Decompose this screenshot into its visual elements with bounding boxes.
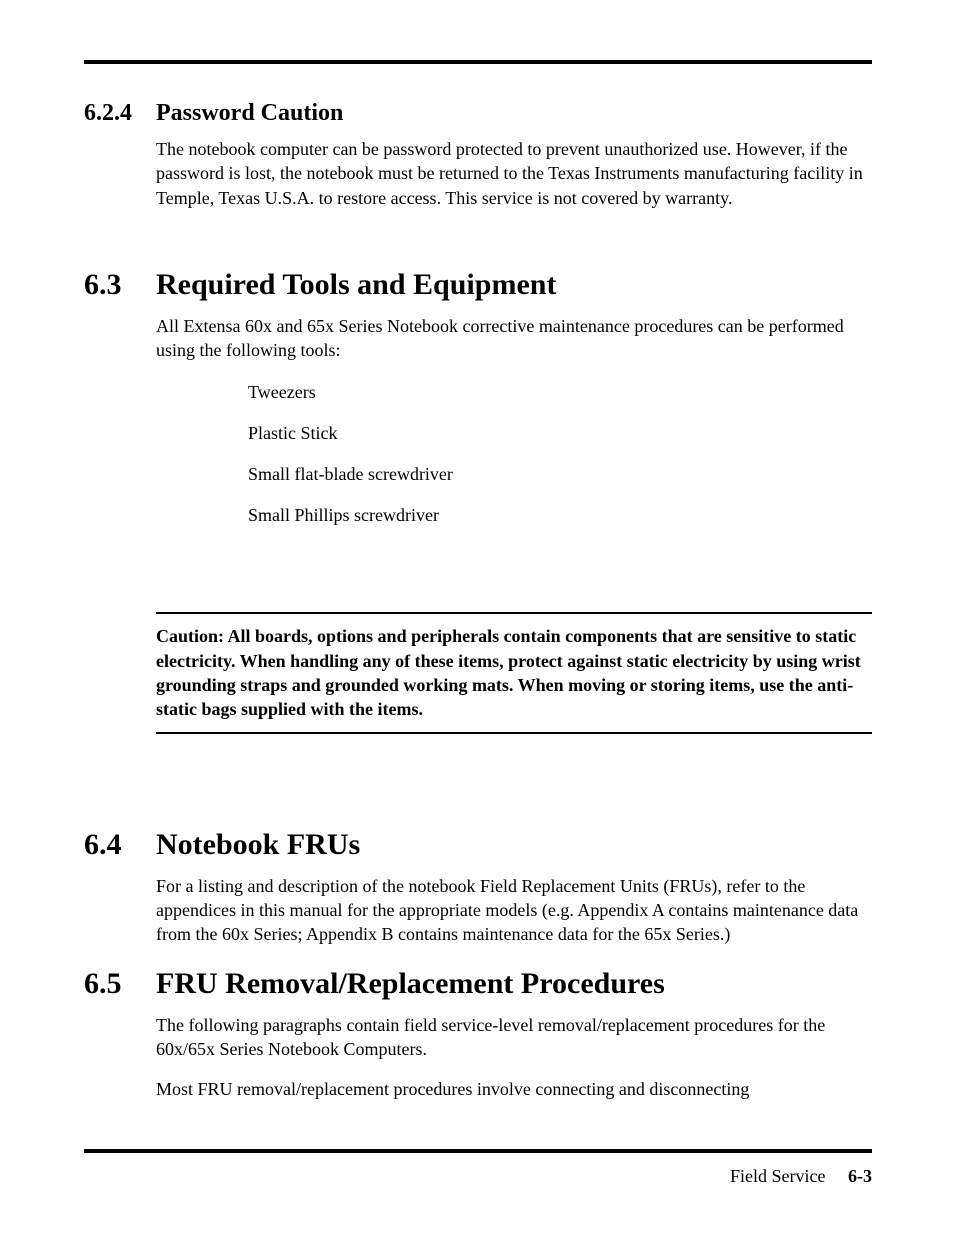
top-rule xyxy=(84,60,872,64)
heading-6-2-4: 6.2.4 Password Caution xyxy=(84,100,872,127)
bottom-rule xyxy=(84,1149,872,1153)
heading-title: Required Tools and Equipment xyxy=(156,268,556,302)
caution-text: Caution: All boards, options and periphe… xyxy=(156,626,861,719)
heading-number: 6.2.4 xyxy=(84,100,156,127)
paragraph-6-5-cont: Most FRU removal/replacement procedures … xyxy=(156,1077,872,1101)
paragraph-6-4: For a listing and description of the not… xyxy=(156,874,872,947)
heading-title: Notebook FRUs xyxy=(156,828,360,862)
page-footer: Field Service 6-3 xyxy=(730,1166,872,1187)
paragraph-6-3-intro: All Extensa 60x and 65x Series Notebook … xyxy=(156,314,872,363)
list-item: Small Phillips screwdriver xyxy=(248,505,872,526)
paragraph-6-5: The following paragraphs contain field s… xyxy=(156,1013,872,1062)
heading-6-3: 6.3 Required Tools and Equipment xyxy=(84,268,872,302)
footer-page-number: 6-3 xyxy=(848,1166,872,1186)
heading-number: 6.3 xyxy=(84,268,156,302)
paragraph-6-2-4: The notebook computer can be password pr… xyxy=(156,137,872,210)
spacer xyxy=(84,734,872,828)
list-item: Small flat-blade screwdriver xyxy=(248,464,872,485)
heading-6-5: 6.5 FRU Removal/Replacement Procedures xyxy=(84,967,872,1001)
heading-number: 6.5 xyxy=(84,967,156,1001)
tool-list: Tweezers Plastic Stick Small flat-blade … xyxy=(248,382,872,526)
spacer xyxy=(84,210,872,268)
spacer xyxy=(84,947,872,967)
heading-title: Password Caution xyxy=(156,100,343,127)
heading-6-4: 6.4 Notebook FRUs xyxy=(84,828,872,862)
spacer xyxy=(84,1061,872,1077)
page: 6.2.4 Password Caution The notebook comp… xyxy=(0,0,954,1235)
heading-number: 6.4 xyxy=(84,828,156,862)
heading-title: FRU Removal/Replacement Procedures xyxy=(156,967,665,1001)
list-item: Tweezers xyxy=(248,382,872,403)
list-item: Plastic Stick xyxy=(248,423,872,444)
caution-box: Caution: All boards, options and periphe… xyxy=(156,612,872,733)
footer-label: Field Service xyxy=(730,1166,825,1186)
